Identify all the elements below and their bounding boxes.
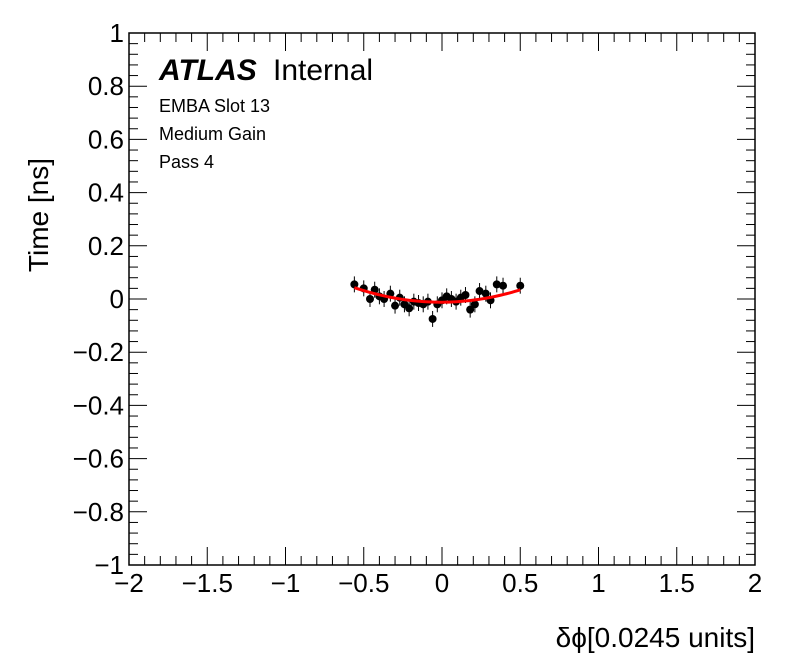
y-tick-label: 1 <box>110 18 124 48</box>
fit-curve <box>353 286 521 304</box>
x-tick-label: 2 <box>748 568 762 598</box>
y-tick-label: 0.8 <box>88 71 124 101</box>
data-point <box>466 305 475 314</box>
info-line-3: Pass 4 <box>159 152 214 172</box>
info-line-1: EMBA Slot 13 <box>159 96 270 116</box>
x-tick-label: 1.5 <box>659 568 695 598</box>
data-point <box>492 280 501 289</box>
x-tick-label: −2 <box>114 568 144 598</box>
y-tick-label: 0.2 <box>88 231 124 261</box>
x-axis-title: δϕ[0.0245 units] <box>556 622 755 653</box>
data-point <box>428 314 437 323</box>
internal-label: Internal <box>273 54 373 87</box>
x-tick-label: 0 <box>435 568 449 598</box>
data-point <box>366 295 375 303</box>
data-point <box>391 301 400 310</box>
y-tick-label: −0.2 <box>73 337 124 367</box>
x-tick-label: −0.5 <box>338 568 389 598</box>
axis-ticks <box>128 32 756 566</box>
info-line-2: Medium Gain <box>159 124 266 144</box>
x-tick-label: 0.5 <box>502 568 538 598</box>
y-tick-label: 0 <box>110 284 124 314</box>
y-tick-label: 0.4 <box>88 178 124 208</box>
y-tick-label: −0.4 <box>73 390 124 420</box>
data-point <box>405 304 414 313</box>
data-point <box>470 300 479 309</box>
x-tick-labels: −2 −1.5 −1 −0.5 0 0.5 1 1.5 2 <box>114 568 762 598</box>
data-point <box>461 291 470 300</box>
data-point <box>475 287 484 296</box>
y-tick-label: 0.6 <box>88 124 124 154</box>
x-tick-label: 1 <box>591 568 605 598</box>
data-point <box>481 289 490 298</box>
y-tick-label: −0.6 <box>73 444 124 474</box>
x-tick-label: −1.5 <box>182 568 233 598</box>
x-tick-label: −1 <box>271 568 301 598</box>
y-tick-label: −1 <box>94 550 124 580</box>
data-point <box>350 280 359 289</box>
y-axis-title: Time [ns] <box>23 158 54 272</box>
data-point <box>516 281 525 290</box>
atlas-label: ATLAS <box>158 54 257 87</box>
y-tick-labels: 1 0.8 0.6 0.4 0.2 0 −0.2 −0.4 −0.6 −0.8 −1 <box>73 18 124 580</box>
data-point <box>499 281 508 290</box>
y-tick-label: −0.8 <box>73 497 124 527</box>
